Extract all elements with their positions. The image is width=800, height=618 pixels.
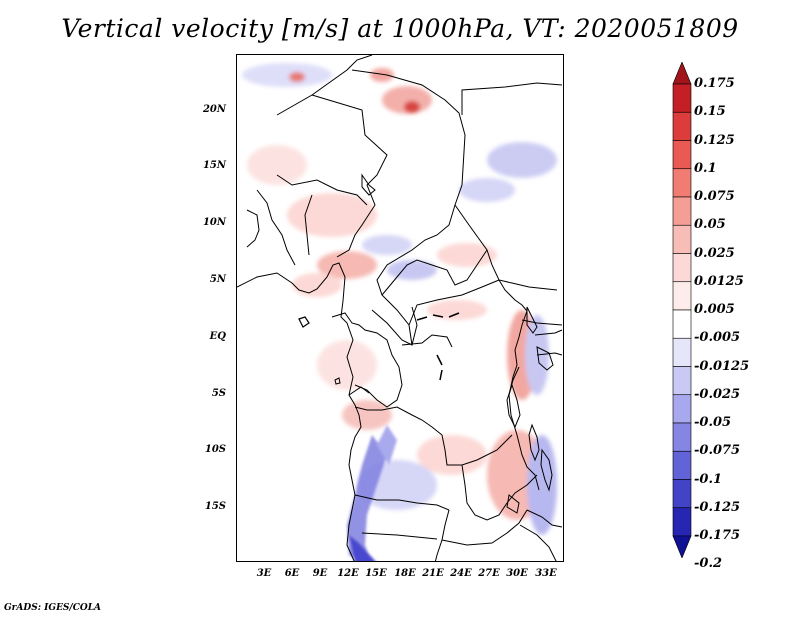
colorbar-swatch — [672, 111, 692, 141]
colorbar-label: -0.0125 — [694, 358, 750, 374]
colorbar-swatch — [672, 140, 692, 170]
colorbar-label: 0.15 — [694, 104, 726, 120]
x-tick-label: 21E — [422, 568, 444, 579]
colorbar-label: -0.175 — [694, 528, 741, 543]
colorbar-label: 0.1 — [694, 160, 717, 176]
colorbar-swatch — [672, 83, 692, 113]
x-tick-label: 24E — [450, 568, 472, 579]
velocity-field — [242, 63, 557, 535]
colorbar-swatch — [672, 281, 692, 311]
y-tick-label: 10S — [204, 444, 226, 455]
colorbar-label: 0.175 — [694, 76, 735, 91]
colorbar-swatch — [672, 507, 692, 537]
colorbar-label: -0.075 — [694, 443, 741, 459]
y-tick-label: 10N — [202, 217, 226, 228]
x-tick-label: 33E — [535, 568, 557, 579]
colorbar-swatch — [672, 253, 692, 283]
colorbar-label: -0.005 — [694, 330, 741, 346]
colorbar-swatch — [672, 422, 692, 452]
colorbar-swatch — [672, 309, 692, 339]
x-tick-label: 6E — [284, 568, 300, 579]
grads-credit: GrADS: IGES/COLA — [4, 603, 102, 613]
colorbar-label: 0.075 — [694, 189, 735, 204]
colorbar-label: 0.0125 — [694, 273, 744, 289]
colorbar-swatch — [672, 366, 692, 396]
x-tick-label: 15E — [365, 568, 387, 579]
colorbar — [672, 62, 692, 558]
x-tick-label: 30E — [506, 568, 528, 579]
colorbar-label: -0.125 — [694, 499, 741, 515]
x-tick-label: 18E — [394, 568, 416, 579]
map-canvas — [237, 55, 563, 561]
y-tick-label: 5N — [209, 274, 226, 285]
colorbar-label: 0.025 — [694, 245, 735, 261]
colorbar-label: 0.005 — [694, 302, 735, 317]
colorbar-swatch — [672, 337, 692, 367]
y-tick-label: 20N — [202, 104, 226, 115]
y-tick-label: 15N — [202, 160, 226, 171]
colorbar-label: -0.1 — [694, 471, 723, 487]
colorbar-top-arrow — [672, 62, 692, 85]
colorbar-label: -0.05 — [694, 415, 732, 430]
y-tick-label: 15S — [204, 501, 226, 512]
colorbar-swatch — [672, 196, 692, 226]
colorbar-swatch — [672, 168, 692, 198]
colorbar-swatch — [672, 394, 692, 424]
map-panel — [236, 54, 564, 562]
x-tick-label: 9E — [312, 568, 328, 579]
colorbar-swatch — [672, 479, 692, 509]
x-tick-label: 3E — [256, 568, 272, 579]
colorbar-swatch — [672, 224, 692, 254]
map-title: Vertical velocity [m/s] at 1000hPa, VT: … — [61, 14, 739, 43]
colorbar-bottom-arrow — [672, 535, 692, 558]
y-tick-label: EQ — [209, 331, 226, 342]
y-tick-label: 5S — [211, 388, 226, 399]
colorbar-label: -0.2 — [694, 556, 723, 572]
colorbar-label: -0.025 — [694, 386, 741, 402]
coastlines-borders — [237, 55, 563, 561]
colorbar-swatches — [672, 62, 692, 558]
x-tick-label: 12E — [337, 568, 359, 579]
x-tick-label: 27E — [478, 568, 500, 579]
colorbar-label: 0.125 — [694, 132, 735, 148]
colorbar-label: 0.05 — [694, 217, 726, 233]
colorbar-swatch — [672, 450, 692, 480]
